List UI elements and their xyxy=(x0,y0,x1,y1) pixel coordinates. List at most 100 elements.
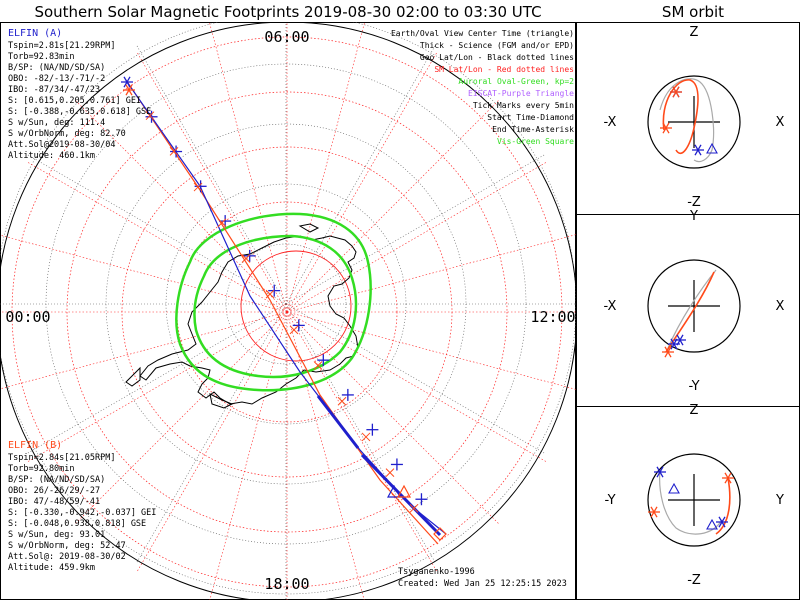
info-line: S: [-0.330,-0.942,-0.037] GEI xyxy=(8,508,156,518)
info-line: OBO: -82/-13/-71/-2 xyxy=(8,74,105,84)
sm-meridian xyxy=(286,311,576,390)
elfin-a-science-segment xyxy=(316,395,360,449)
mlt-label-06: 06:00 xyxy=(264,28,309,46)
satellite-tracks xyxy=(121,76,447,545)
geo-meridian xyxy=(285,303,546,455)
orbit-view-triangle xyxy=(706,518,718,530)
info-line: OBO: 26/-26/29/-27 xyxy=(8,486,100,496)
polar-map xyxy=(0,22,576,600)
info-line: S: [0.615,0.205,0.761] GEI xyxy=(8,96,141,106)
sm-lat-circle xyxy=(11,36,563,588)
orbit-marker-a xyxy=(718,516,726,528)
info-line: S w/Sun, deg: 93.01 xyxy=(8,530,105,540)
info-line: Att.Sol@: 2019-08-30/02 xyxy=(8,552,126,562)
earth-circle xyxy=(647,75,741,169)
elfin-b-info: ELFIN (B) Tspin=2.84s[21.05RPM]Torb=92.80… xyxy=(8,440,156,573)
sm-meridian xyxy=(286,234,576,313)
info-line: Altitude: 459.9km xyxy=(8,563,95,573)
created-text: Created: Wed Jan 25 12:25:15 2023 xyxy=(398,579,567,589)
orbit-title: SM orbit xyxy=(662,3,724,21)
orbit-marker-b xyxy=(650,506,658,518)
elfin-b-view-triangle xyxy=(396,484,412,498)
orbit-axis-label-left: -X xyxy=(604,299,617,314)
geo-meridian xyxy=(285,303,437,564)
elfin-b-tick xyxy=(289,325,299,335)
sm-meridian xyxy=(136,52,288,313)
info-line: Torb=92.80min xyxy=(8,464,75,474)
orbit-axis-label-right: X xyxy=(776,115,785,130)
orbit-panel-2: Y -Y -X X xyxy=(604,209,785,394)
elfin-b-tick xyxy=(337,396,347,406)
geo-meridian xyxy=(135,44,287,305)
orbit-view-triangle xyxy=(668,482,680,494)
orbit-axis-label-bottom: -Y xyxy=(688,379,699,394)
orbit-path-elfin-b xyxy=(662,79,699,155)
satellite-label: ELFIN (A) xyxy=(8,28,62,39)
orbit-marker-a xyxy=(676,334,684,346)
orbit-marker-b xyxy=(664,346,672,358)
sm-orbit-panels: Z -Z -X X Y -Y -X X Z -Z -Y Y xyxy=(604,25,785,588)
earth-circle xyxy=(647,453,741,547)
legend-item: Tick Marks every 5min xyxy=(473,101,574,110)
satellite-label: ELFIN (B) xyxy=(8,440,62,451)
sm-meridian xyxy=(27,311,288,463)
orbit-axis-label-bottom: -Z xyxy=(687,573,701,588)
info-line: IBO: -87/34/-47/23 xyxy=(8,85,100,95)
orbit-path-elfin-b xyxy=(715,477,731,535)
info-line: S w/OrbNorm, deg: 52.47 xyxy=(8,541,126,551)
credit-text: Tsyganenko-1996 xyxy=(398,567,475,577)
sm-meridian xyxy=(0,234,288,313)
elfin-a-end-asterisk xyxy=(123,76,131,88)
info-line: S w/Sun, deg: 111.4 xyxy=(8,118,105,128)
orbit-panel-1: Z -Z -X X xyxy=(604,25,785,210)
sm-grid xyxy=(0,22,576,600)
sm-meridian xyxy=(136,311,288,572)
info-line: Torb=92.83min xyxy=(8,52,75,62)
info-line: S: [-0.048,0.938,0.818] GSE xyxy=(8,519,146,529)
legend-item: EISCAT-Purple Triangle xyxy=(468,89,574,98)
info-line: B/SP: (NA/ND/SD/SA) xyxy=(8,63,105,73)
orbit-marker-a xyxy=(656,466,664,478)
orbit-marker-b xyxy=(672,86,680,98)
elfin-b-end-asterisk xyxy=(125,84,133,96)
sm-meridian xyxy=(0,311,288,390)
elfin-a-view-triangle xyxy=(386,484,402,498)
sm-meridian xyxy=(286,311,547,463)
orbit-path-gray xyxy=(659,78,715,163)
elfin-b-tick xyxy=(313,361,323,370)
mlt-label-18: 18:00 xyxy=(264,575,309,593)
orbit-axis-label-left: -Y xyxy=(604,493,615,508)
legend-item: SM Lat/Lon - Red dotted lines xyxy=(434,65,574,74)
elfin-b-tick xyxy=(361,432,371,442)
mlt-label-00: 00:00 xyxy=(5,308,50,326)
elfin-b-track xyxy=(125,79,439,545)
earth-circle xyxy=(647,259,741,353)
info-line: Tspin=2.81s[21.29RPM] xyxy=(8,41,115,51)
orbit-axis-label-right: X xyxy=(776,299,785,314)
geo-grid xyxy=(0,22,576,600)
sm-lat-circle xyxy=(240,250,352,362)
geo-meridian xyxy=(285,153,546,305)
legend: Earth/Oval View Center Time (triangle) Th… xyxy=(391,29,574,146)
sm-meridian xyxy=(286,311,500,525)
legend-item: Earth/Oval View Center Time (triangle) xyxy=(391,29,574,38)
sm-meridian xyxy=(209,311,288,600)
info-line: Altitude: 460.1km xyxy=(8,151,95,161)
sm-meridian xyxy=(209,22,288,313)
legend-item: Auroral Oval-Green, kp=2 xyxy=(458,77,574,86)
sm-meridian xyxy=(74,99,288,313)
mlt-label-12: 12:00 xyxy=(530,308,575,326)
sm-meridian xyxy=(286,311,365,600)
elfin-a-track xyxy=(126,81,447,535)
info-line: B/SP: (NA/ND/SD/SA) xyxy=(8,475,105,485)
orbit-axis-label-left: -X xyxy=(604,115,617,130)
sm-meridian xyxy=(74,311,288,525)
info-line: Tspin=2.84s[21.05RPM] xyxy=(8,453,115,463)
elfin-b-tick xyxy=(145,111,155,121)
geo-meridian xyxy=(26,153,287,305)
antarctica-coastline xyxy=(125,223,359,409)
sm-meridian xyxy=(286,161,547,313)
orbit-marker-b xyxy=(724,472,732,484)
sm-meridian xyxy=(286,52,438,313)
